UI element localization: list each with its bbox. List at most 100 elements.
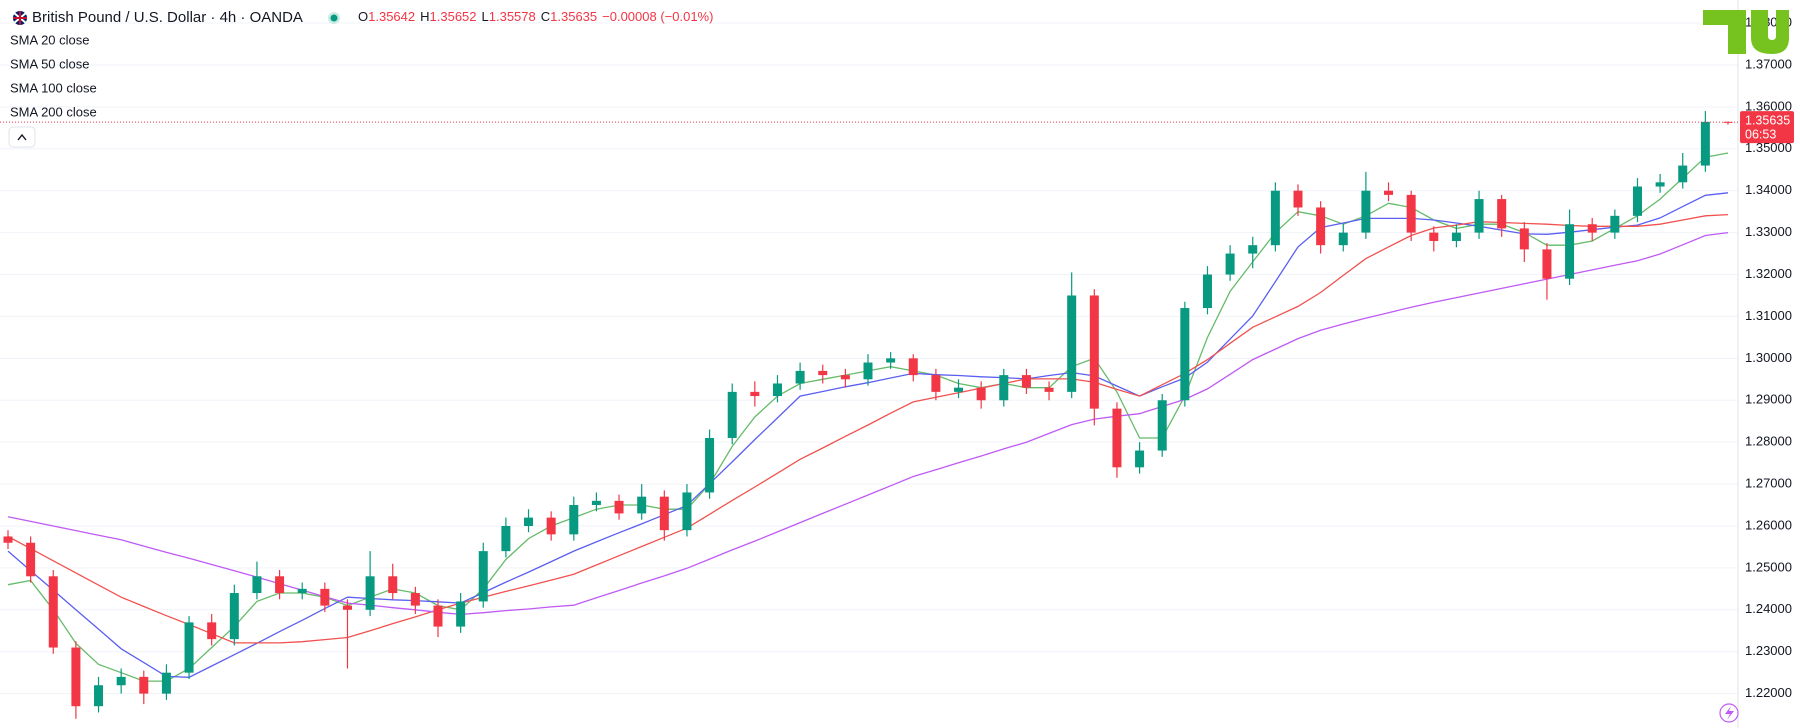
y-tick-label: 1.37000 [1745,56,1792,71]
candle-body [976,387,986,401]
candle-body [184,622,194,673]
ohlc-label: C [541,9,550,24]
candle-body [954,387,964,392]
change: −0.00008 (−0.01%) [602,9,713,24]
y-tick-label: 1.32000 [1745,266,1792,281]
ohlc-value: 1.35652 [430,9,477,24]
candle-body [1610,215,1620,233]
candle-body [3,536,13,543]
y-tick-label: 1.35000 [1745,140,1792,155]
candle-body [727,391,737,438]
candle-body [207,622,217,640]
symbol-title: British Pound / U.S. Dollar · 4h · OANDA [32,9,303,26]
candle-body [682,492,692,531]
candle-body [931,375,941,392]
y-tick-label: 1.26000 [1745,517,1792,532]
y-tick-label: 1.36000 [1745,98,1792,113]
candle-body [433,605,443,627]
sma-line [7,213,1729,644]
legend-entry: SMA 50 close [10,56,90,71]
candle-body [659,496,669,531]
candle-body [388,576,398,594]
candle-body [1021,375,1031,388]
y-tick-label: 1.27000 [1745,476,1792,491]
candle-body [999,375,1009,401]
candle-body [1361,190,1371,233]
market-status-dot [330,14,338,22]
grid [0,22,1738,695]
y-tick-label: 1.24000 [1745,601,1792,616]
candle-body [342,605,352,610]
candle-body [546,517,556,535]
sma-line [7,231,1729,616]
ohlc-label: H [420,9,429,24]
ohlc: O1.35642 H1.35652 L1.35578 C1.35635 −0.00008… [358,9,713,24]
candle-body [1270,190,1280,246]
y-tick-label: 1.29000 [1745,392,1792,407]
y-tick-label: 1.34000 [1745,182,1792,197]
flag-icon [13,11,27,25]
legend-entry: SMA 100 close [10,80,97,95]
candle-body [1316,207,1326,246]
candle-body [1157,400,1167,451]
legend-entry: SMA 20 close [10,32,90,47]
candle-body [1565,224,1575,279]
ohlc-label: L [482,9,489,24]
candle-body [1248,245,1258,254]
candle-body [365,576,375,610]
price-tag [1740,111,1794,144]
candle-body [1474,199,1484,233]
lightning-button[interactable] [1719,703,1739,723]
candle-body [1044,387,1054,392]
lightning-icon [1725,706,1734,720]
collapse-button[interactable] [8,126,36,148]
candle-body [94,685,104,707]
candle-body [1384,190,1394,195]
candle-body [297,588,307,594]
candle-body [1225,253,1235,275]
candle-body [886,358,896,363]
candle-body [1202,274,1212,309]
flag-cross-red [13,11,27,25]
y-tick-label: 1.33000 [1745,224,1792,239]
logo-u [1751,10,1789,54]
legend: SMA 20 close SMA 50 close SMA 100 close SMA… [10,32,97,119]
candle-body [750,391,760,397]
candle-body [1135,450,1145,468]
candle-body [1451,232,1461,241]
candle-body [569,505,579,535]
ohlc-value: 1.35578 [489,9,536,24]
candle-body [1429,232,1439,241]
y-tick-label: 1.25000 [1745,559,1792,574]
candle-body [116,676,126,686]
candles [3,111,1733,719]
candle-body [410,593,420,606]
candle-body [1406,194,1416,233]
candle-body [1293,190,1303,208]
ohlc-value: 1.35642 [368,9,415,24]
candle-body [320,588,330,606]
candle-body [139,676,149,694]
y-tick-label: 1.31000 [1745,308,1792,323]
candle-body [1112,408,1122,468]
candle-body [1542,249,1552,279]
y-tick-label: 1.22000 [1745,685,1792,700]
candle-body [48,576,58,648]
ohlc-value: 1.35635 [550,9,597,24]
ohlc-label: O [358,9,368,24]
logo[interactable] [1703,10,1789,54]
candle-body [840,375,850,380]
candle-body [1519,228,1529,250]
legend-entry: SMA 200 close [10,104,97,119]
candle-body [795,370,805,384]
candle-body [26,542,36,577]
candle-body [1632,186,1642,216]
candle-body [71,647,81,707]
candle-body [591,500,601,506]
candle-body [705,437,715,493]
candle-body [1497,199,1507,229]
